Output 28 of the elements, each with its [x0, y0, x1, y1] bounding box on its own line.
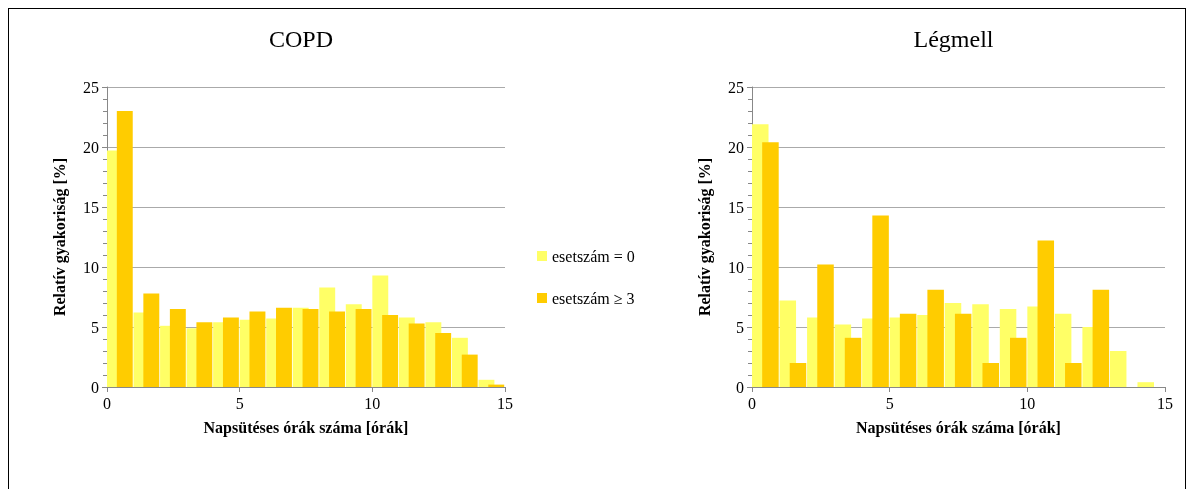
chart-title: Légmell [913, 26, 994, 52]
y-tick-label: 0 [91, 378, 99, 396]
y-tick-label: 25 [728, 78, 744, 96]
x-tick-label: 10 [364, 394, 381, 412]
x-axis-title: Napsütéses órák száma [órák] [856, 418, 1061, 437]
x-tick-label: 0 [103, 394, 111, 412]
x-tick-label: 5 [235, 394, 244, 412]
x-tick-label: 15 [1157, 394, 1173, 412]
x-tick-label: 5 [885, 394, 894, 412]
y-axis-title: Relatív gyakoriság [%] [695, 157, 714, 317]
x-axis-title: Napsütéses órák száma [órák] [203, 418, 409, 437]
x-tick-label: 15 [497, 394, 513, 412]
chart-title: COPD [268, 26, 334, 52]
y-tick-label: 5 [736, 318, 744, 336]
y-tick-label: 10 [728, 258, 744, 276]
y-tick-label: 10 [83, 258, 99, 276]
legend-label: esetszám = 0 [552, 247, 635, 265]
y-tick-label: 20 [728, 138, 744, 156]
y-tick-label: 0 [736, 378, 744, 396]
y-tick-label: 5 [91, 318, 99, 336]
y-tick-label: 20 [83, 138, 99, 156]
y-axis-title: Relatív gyakoriság [%] [50, 157, 69, 317]
y-tick-label: 15 [728, 198, 744, 216]
legend-label: esetszám ≥ 3 [552, 289, 635, 307]
y-tick-label: 15 [83, 198, 99, 216]
x-tick-label: 0 [748, 394, 756, 412]
x-tick-label: 10 [1019, 394, 1036, 412]
y-tick-label: 25 [83, 78, 99, 96]
